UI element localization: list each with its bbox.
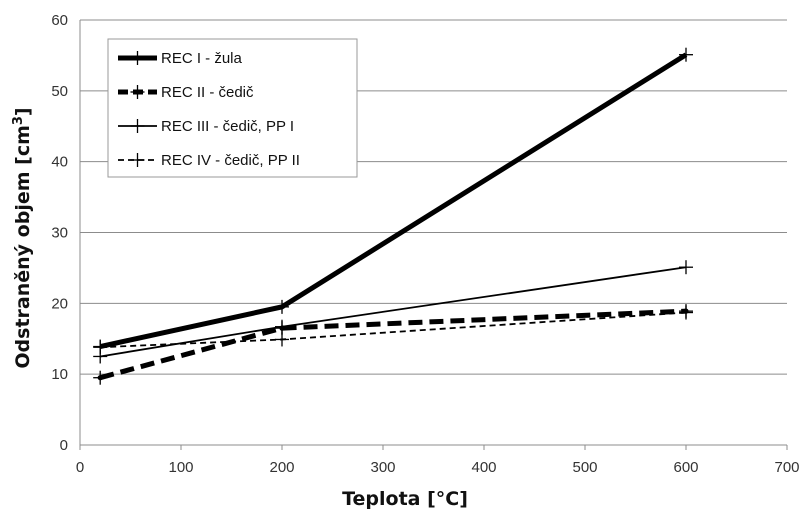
legend-marker-2: [130, 85, 145, 99]
y-tick-label: 60: [51, 12, 68, 29]
y-tick-label: 20: [51, 295, 68, 312]
y-tick-label: 30: [51, 225, 68, 242]
y-axis-title-main: Odstraněný objem [cm: [12, 125, 34, 368]
legend-label-1: REC I - žula: [161, 50, 243, 67]
legend-label-4: REC IV - čedič, PP II: [161, 152, 300, 169]
legend-marker-4: [130, 153, 145, 167]
data-point-series-1: [679, 47, 693, 62]
axes: [79, 20, 788, 450]
data-point-series-4: [93, 340, 108, 355]
y-axis-title: Odstraněný objem [cm3]: [11, 107, 34, 368]
x-tick-label: 300: [370, 459, 395, 476]
legend: REC I - žula REC II - čedič REC III - čedi…: [107, 38, 358, 178]
x-tick-label: 600: [673, 459, 698, 476]
series-line-2: [99, 308, 687, 381]
y-tick-label: 50: [51, 83, 68, 100]
x-tick-label: 400: [471, 459, 496, 476]
data-point-series-4: [275, 332, 289, 347]
data-point-series-3: [275, 319, 289, 334]
legend-marker-3: [130, 119, 145, 133]
x-tick-label: 500: [572, 459, 597, 476]
y-axis-title-superscript: 3: [11, 116, 26, 125]
legend-box: [107, 38, 358, 178]
x-tick-label: 0: [76, 459, 84, 476]
data-point-series-1: [275, 299, 289, 314]
x-axis-title: Teplota [°C]: [342, 488, 468, 510]
y-tick-label: 0: [60, 437, 68, 454]
series-line-3: [100, 266, 687, 358]
legend-label-2: REC II - čedič: [161, 84, 254, 101]
data-point-series-3: [679, 260, 693, 275]
legend-marker-1: [130, 51, 145, 65]
series-group: [93, 47, 693, 385]
y-tick-label: 40: [51, 154, 68, 171]
data-point-series-2: [93, 370, 108, 385]
x-tick-label: 700: [774, 459, 799, 476]
y-axis-title-close: ]: [12, 107, 34, 116]
data-point-series-4: [679, 305, 693, 320]
y-tick-label: 10: [51, 366, 68, 383]
x-tick-label: 100: [168, 459, 193, 476]
x-tick-label: 200: [269, 459, 294, 476]
legend-label-3: REC III - čedič, PP I: [161, 118, 294, 135]
